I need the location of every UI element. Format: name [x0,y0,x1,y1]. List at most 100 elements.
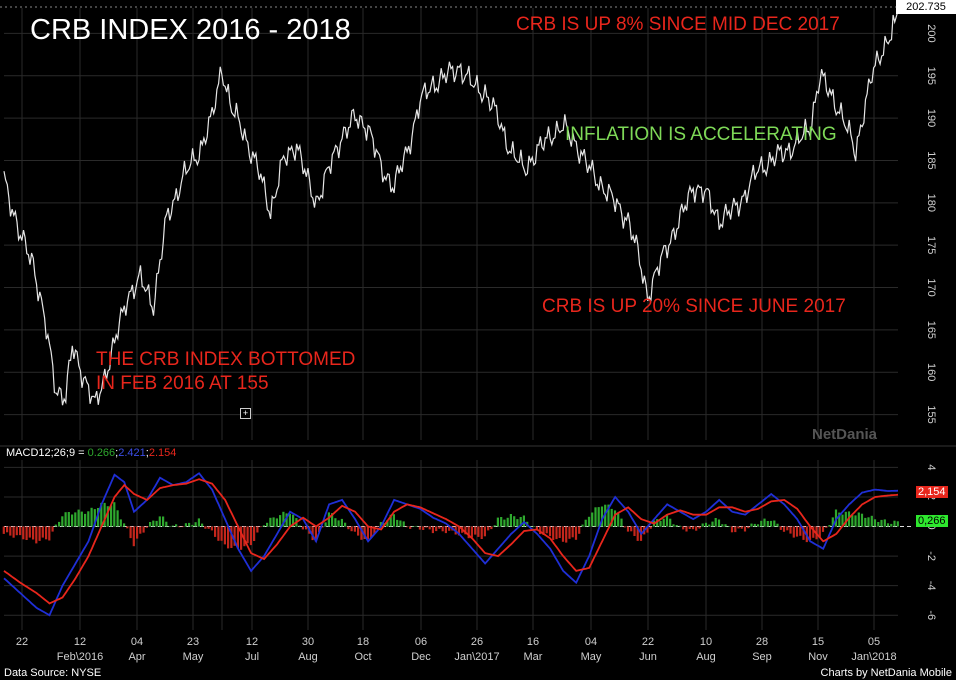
macd-hist-bar [132,526,135,547]
macd-hist-bar [760,520,763,527]
macd-hist-bar [818,526,821,537]
macd-hist-bar [422,526,425,530]
x-tick-day: 12 [246,636,258,648]
macd-hist-bar [786,526,789,531]
x-tick-day: 26 [471,636,483,648]
macd-hist-bar [864,517,867,527]
macd-hist-bar [116,510,119,527]
macd-hist-bar [883,519,886,527]
macd-hist-bar [197,518,200,527]
macd-hist-bar [363,526,366,539]
macd-hist-bar [6,526,9,533]
macd-hist-bar [519,517,522,527]
macd-hist-bar [58,521,61,527]
x-tick-day: 16 [527,636,539,648]
macd-hist-bar [233,526,236,546]
macd-hist-bar [32,526,35,540]
x-tick-month: Jul [245,651,259,663]
macd-hist-bar [178,526,181,528]
y-tick-price: 190 [925,109,937,127]
macd-hist-bar [779,526,782,530]
macd-hist-bar [578,526,581,534]
macd-hist-bar [64,512,67,527]
macd-hist-bar [828,525,831,527]
macd-hist-bar [272,517,275,527]
macd-hist-bar [838,512,841,527]
macd-hist-bar [558,526,561,538]
macd-hist-bar [623,526,626,528]
macd-hist-bar [584,519,587,527]
y-tick-macd: -6 [925,610,937,620]
macd-hist-bar [415,525,418,527]
x-tick-month: May [183,651,204,663]
macd-hist-bar [496,517,499,527]
macd-hist-bar [22,526,25,540]
macd-hist-bar [230,526,233,548]
signal-value-badge: 2,154 [916,486,948,498]
x-tick-month: Jun [639,651,657,663]
macd-hist-bar [516,519,519,527]
macd-hist-bar [207,526,210,529]
macd-legend: MACD12;26;9 = 0.266;2.421;2.154 [6,447,177,459]
y-tick-macd: 4 [925,464,937,470]
macd-hist-bar [448,526,451,531]
macd-hist-bar [574,526,578,540]
macd-hist-bar [795,526,799,537]
macd-hist-bar [142,526,145,533]
macd-hist-bar [877,522,880,527]
macd-hist-bar [870,515,873,527]
x-tick-month: May [581,651,602,663]
macd-hist-bar [675,525,678,527]
macd-hist-bar [38,526,41,541]
annotation-bottom-line1: THE CRB INDEX BOTTOMED [96,349,356,370]
macd-hist-bar [841,514,844,527]
macd-hist-bar [90,507,93,527]
macd-hist-bar [695,526,698,531]
x-tick-month: Feb\2016 [57,651,103,663]
macd-hist-bar [51,526,54,532]
macd-hist-bar [594,507,597,527]
macd-hist-bar [636,526,639,541]
macd-hist-bar [396,519,399,527]
x-tick-month: Mar [524,651,543,663]
macd-hist-bar [217,526,220,541]
macd-hist-bar [691,526,695,530]
macd-hist-bar [890,523,893,527]
macd-hist-bar [340,518,343,527]
macd-hist-bar [480,526,483,539]
macd-hist-bar [565,526,568,543]
y-tick-macd: -4 [925,581,937,591]
macd-hist-bar [522,515,525,527]
macd-hist-bar [506,517,509,527]
macd-legend-prefix: MACD12;26;9 = [6,447,85,459]
macd-hist-bar [763,518,766,527]
macd-legend-macd: 2.421 [118,447,146,459]
macd-hist-bar [509,514,512,527]
macd-hist-bar [318,526,321,532]
x-tick-day: 10 [700,636,712,648]
macd-hist-bar [392,514,395,527]
macd-hist-bar [444,526,447,534]
macd-hist-bar [12,526,15,538]
macd-hist-bar [428,526,431,530]
annotation-inflation: INFLATION IS ACCELERATING [565,124,837,145]
crosshair-icon[interactable]: + [240,408,251,419]
macd-hist-bar [529,526,532,527]
macd-hist-bar [737,526,740,529]
macd-hist-bar [201,523,204,527]
macd-hist-bar [659,521,662,527]
macd-hist-bar [347,526,350,530]
macd-hist-bar [425,526,428,528]
macd-hist-bar [298,525,301,527]
macd-hist-bar [292,514,295,527]
macd-hist-bar [344,522,347,527]
macd-hist-bar [750,523,753,527]
x-tick-month: Apr [128,651,145,663]
macd-hist-bar [734,526,737,533]
macd-hist-bar [386,520,389,527]
macd-hist-bar [808,526,812,540]
macd-hist-bar [353,526,356,532]
macd-hist-bar [266,522,269,527]
annotation-bottom-line2: IN FEB 2016 AT 155 [96,373,269,394]
x-tick-month: Dec [411,651,431,663]
